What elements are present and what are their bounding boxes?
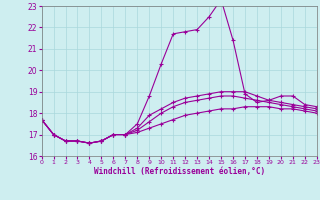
X-axis label: Windchill (Refroidissement éolien,°C): Windchill (Refroidissement éolien,°C)	[94, 167, 265, 176]
